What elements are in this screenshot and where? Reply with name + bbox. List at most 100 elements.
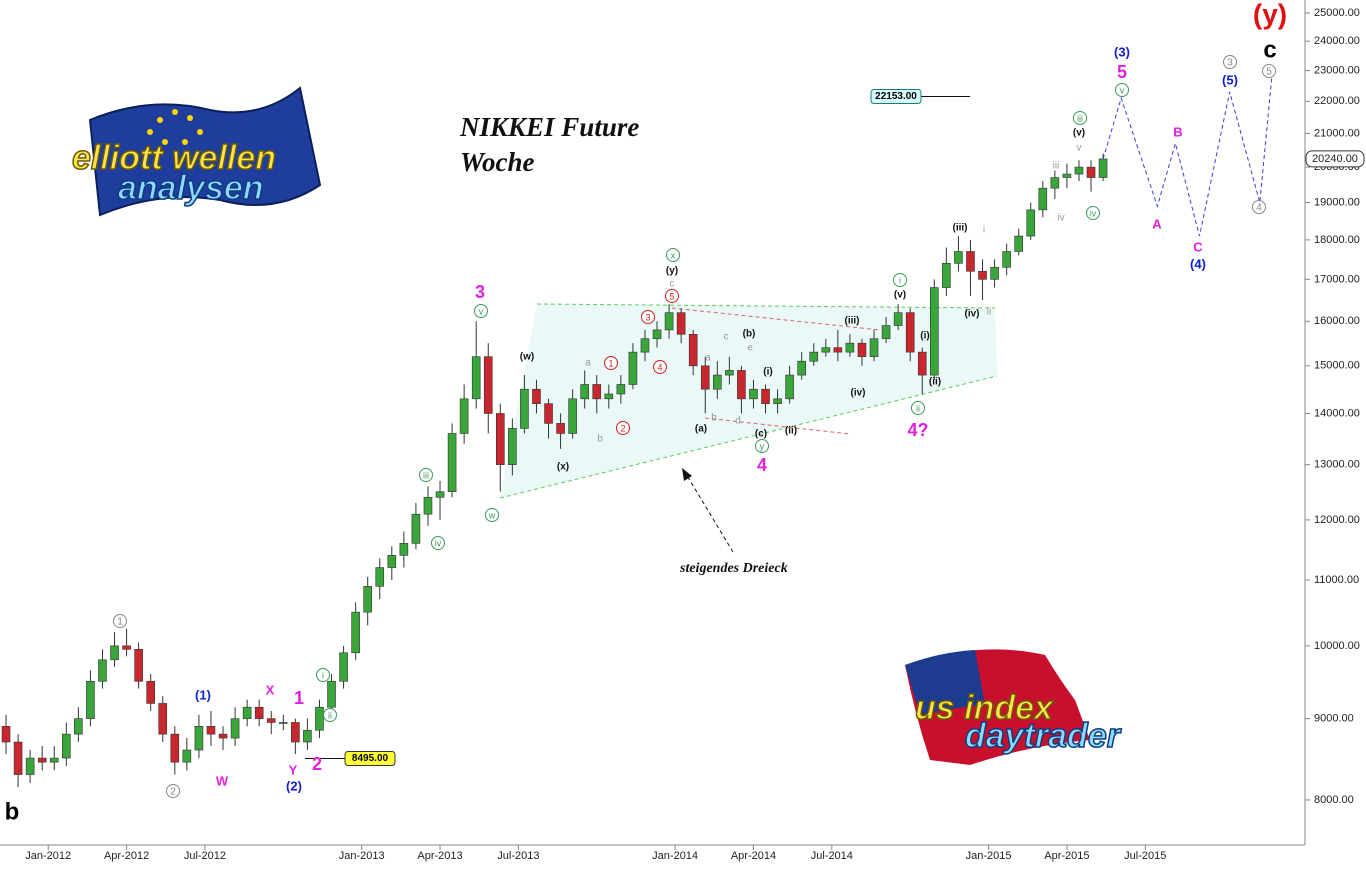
candle-body [327,680,336,708]
candle-body [616,384,626,395]
wave-label: v [1077,143,1082,154]
wave-label: (ii) [785,426,797,437]
candles [1,153,1108,788]
wave-circle [113,614,127,628]
candle-body [1,726,11,743]
wave-label: (y) [666,266,678,277]
candle-body [25,757,35,775]
candle-body [688,334,698,367]
wave-label: (4) [1190,256,1206,271]
candle-body [279,722,288,724]
x-tick-label: Jul-2014 [811,850,853,862]
candle-body [532,388,541,404]
wave-label: X [266,682,275,697]
candle-body [773,398,782,404]
wave-circle [419,468,433,482]
wave-circle [616,421,630,435]
wave-label: (iv) [851,388,866,399]
candle-body [797,360,806,376]
candle-body [74,718,83,735]
wave-label: (ii) [929,377,941,388]
candle-body [411,513,421,544]
y-tick-label: 10000.00 [1314,640,1360,652]
candle-body [942,262,951,288]
candle-body [568,398,577,434]
candle-body [86,680,95,719]
wave-label: (c) [755,429,767,440]
candle-body [966,251,975,272]
candle-body [833,347,843,353]
y-tick-label: 9000.00 [1314,713,1354,725]
candle-body [146,680,155,704]
candle-body [845,342,855,353]
x-tick-label: Apr-2014 [731,850,776,862]
x-tick-label: Apr-2013 [417,850,462,862]
y-tick-label: 16000.00 [1314,315,1360,327]
wave-label: 1 [608,358,613,368]
wave-circle [911,401,925,415]
x-tick-label: Apr-2012 [104,850,149,862]
pattern-label: steigendes Dreieck [679,561,788,576]
wave-label: d [735,416,741,427]
candle-body [785,374,794,400]
wave-label: (iii) [845,316,860,327]
y-tick-label: 11000.00 [1314,574,1359,586]
candle-body [375,567,385,587]
wave-circle [166,784,180,798]
stars [147,109,203,145]
wave-circle [653,360,667,374]
candle-body [1062,173,1072,178]
price-marker-label: 8495.00 [352,753,389,764]
logo-text: daytrader [965,717,1122,755]
chart-title: NIKKEI Future [459,112,639,142]
wave-circle [665,289,679,303]
wave-circle [1252,200,1266,214]
candle-body [194,726,204,751]
price-marker-box [870,89,922,105]
candle-body [725,370,734,376]
candle-body [254,706,264,719]
wave-label: 4 [1256,203,1262,214]
candle-body [604,393,614,400]
candle-body [652,329,662,340]
wave-label: B [1173,124,1182,139]
candle-body [556,423,565,434]
wave-label: (y) [1253,0,1287,29]
wave-label: iv [435,538,442,548]
wave-label: iii [1077,113,1083,123]
y-tick-label: 19000.00 [1314,196,1360,208]
candle-body [399,543,409,556]
wave-label: W [216,773,229,788]
candle-body [230,718,240,739]
last-price-label: 20240.00 [1312,153,1358,165]
wave-label: i [322,670,324,680]
candle-body [508,428,517,465]
wave-label: 4? [907,420,928,440]
wave-circle [485,508,499,522]
candle-body [315,706,324,731]
wave-label: b [597,434,603,445]
wave-label: (a) [695,424,707,435]
wave-label: i [899,275,901,285]
wave-label: 4 [757,455,767,475]
wave-label: (i) [920,331,929,342]
wave-label: ii [987,307,991,318]
wave-circle [431,536,445,550]
candle-body [170,733,180,763]
candle-body [544,403,553,424]
candle-body [387,555,397,568]
wave-label: 2 [620,423,625,433]
chart-subtitle: Woche [460,147,535,177]
candle-body [580,384,589,400]
candle-body [339,652,348,682]
candle-body [351,611,360,654]
wave-label: (3) [1114,44,1130,59]
candle-body [206,726,216,735]
logo-left: elliott wellen analysen [71,86,322,217]
y-tick-label: 18000.00 [1314,234,1360,246]
y-tick-label: 23000.00 [1314,64,1360,76]
candle-body [447,433,457,493]
candle-body [363,586,372,613]
y-tick-label: 14000.00 [1314,407,1360,419]
wave-label: (v) [894,290,906,301]
